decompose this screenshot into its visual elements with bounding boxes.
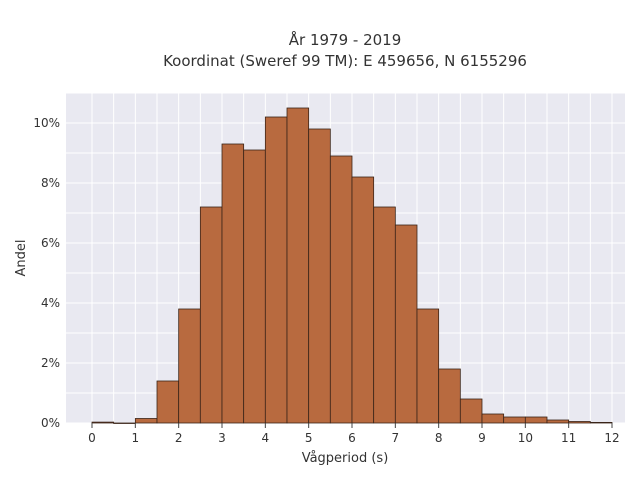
histogram-bar — [351, 176, 375, 424]
y-tick-label: 4% — [41, 296, 60, 310]
y-tick-label: 8% — [41, 176, 60, 190]
x-tick-label: 5 — [305, 431, 313, 445]
x-axis-label: Vågperiod (s) — [302, 451, 389, 466]
histogram-bar — [438, 368, 461, 424]
histogram-bar — [373, 206, 396, 424]
x-tick-label: 4 — [262, 431, 270, 445]
histogram-bar — [568, 421, 591, 424]
histogram-bar — [329, 155, 353, 424]
x-tick-label: 9 — [478, 431, 486, 445]
x-tick-label: 8 — [435, 431, 443, 445]
x-tick-label: 1 — [132, 431, 140, 445]
x-tick-label: 2 — [175, 431, 183, 445]
x-tick-label: 7 — [392, 431, 400, 445]
histogram-bar — [524, 416, 548, 424]
histogram-bar — [286, 107, 310, 424]
histogram-bar — [178, 308, 201, 424]
histogram-bar — [134, 418, 158, 424]
chart-title-line2: Koordinat (Sweref 99 TM): E 459656, N 61… — [163, 52, 527, 70]
histogram-bar — [503, 416, 526, 424]
y-tick-label: 6% — [41, 236, 60, 250]
histogram-bar — [481, 413, 505, 424]
y-axis-label: Andel — [14, 240, 29, 277]
x-tick-label: 0 — [88, 431, 96, 445]
chart-title-line1: År 1979 - 2019 — [289, 30, 402, 49]
y-axis-ticks: 0% 2% 4% 6% 8% 10% — [33, 116, 60, 430]
histogram-bar — [589, 421, 613, 424]
x-tick-label: 11 — [561, 431, 576, 445]
histogram-bar — [199, 206, 223, 424]
histogram-bar — [308, 128, 331, 424]
histogram-bar — [156, 380, 180, 424]
y-tick-label: 2% — [41, 356, 60, 370]
histogram-bar — [394, 224, 418, 424]
x-tick-label: 12 — [604, 431, 619, 445]
histogram-bar — [264, 116, 288, 424]
histogram-bar — [459, 398, 483, 424]
histogram-bar — [91, 421, 115, 424]
x-tick-label: 3 — [218, 431, 226, 445]
y-tick-label: 0% — [41, 416, 60, 430]
x-tick-label: 6 — [348, 431, 356, 445]
histogram-bar — [113, 422, 136, 424]
x-axis-ticks: 0 1 2 3 4 5 6 7 8 9 10 11 12 — [88, 423, 620, 445]
bars-group — [91, 107, 613, 424]
x-tick-label: 10 — [518, 431, 533, 445]
histogram-bar — [546, 419, 570, 424]
histogram-bar — [243, 149, 266, 424]
histogram-bar — [416, 308, 440, 424]
y-tick-label: 10% — [33, 116, 60, 130]
histogram-bar — [221, 143, 245, 424]
